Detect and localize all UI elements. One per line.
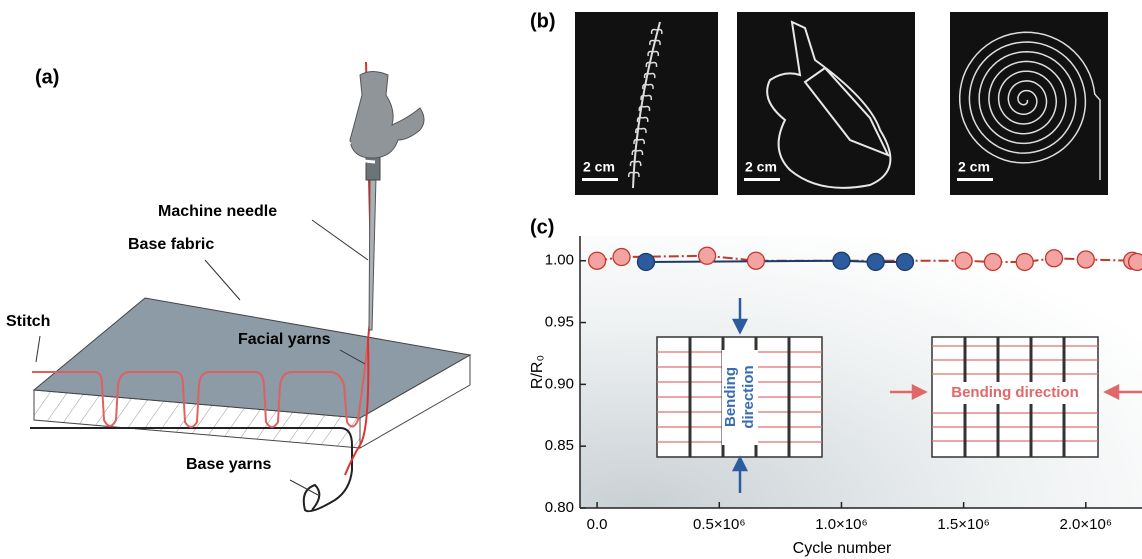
y-axis-title: R/R₀ <box>529 355 546 389</box>
data-point <box>867 253 884 270</box>
label: Machine needle <box>158 203 277 220</box>
label: Facial yarns <box>238 331 331 348</box>
data-point <box>613 249 630 266</box>
scale-bar <box>957 178 993 181</box>
x-tick-label: 0.0 <box>587 516 608 533</box>
label: Stitch <box>6 313 50 330</box>
y-tick-label: 1.00 <box>545 252 574 269</box>
y-tick-label: 0.90 <box>545 375 574 392</box>
data-point <box>833 252 850 269</box>
data-point <box>1016 253 1033 270</box>
x-tick-label: 2.0×10⁶ <box>1060 516 1112 533</box>
leader <box>312 220 368 260</box>
inset-label: Bending direction <box>951 384 1079 401</box>
figure: (a) Machine needle Base fabric Stitch Fa… <box>0 0 1142 559</box>
y-tick-label: 0.85 <box>545 437 574 454</box>
data-point <box>984 253 1001 270</box>
data-point <box>637 253 654 270</box>
x-axis-title: Cycle number <box>793 540 892 557</box>
panel-label: (a) <box>35 66 59 88</box>
x-tick-label: 1.5×10⁶ <box>937 516 989 533</box>
scale-bar <box>744 178 780 181</box>
data-point <box>747 252 764 269</box>
data-point <box>589 252 606 269</box>
label: Base fabric <box>128 236 214 253</box>
panel-a: (a) Machine needle Base fabric Stitch Fa… <box>6 62 470 511</box>
leader <box>205 260 240 300</box>
data-point <box>896 253 913 270</box>
needle <box>369 178 376 330</box>
data-point <box>955 252 972 269</box>
y-tick-label: 0.80 <box>545 499 574 516</box>
scale-label: 2 cm <box>583 159 615 175</box>
x-tick-label: 1.0×10⁶ <box>815 516 867 533</box>
series-line <box>646 261 905 262</box>
scale-label: 2 cm <box>958 159 990 175</box>
panel-label: (c) <box>530 216 554 238</box>
x-tick-label: 0.5×10⁶ <box>693 516 745 533</box>
scale-bar <box>582 178 618 181</box>
panel-c: (c) Cycle number R/R₀ Bending direction … <box>529 216 1142 557</box>
leader <box>290 480 318 495</box>
panel-b: (b) 2 cm 2 cm 2 cm <box>530 10 1108 195</box>
data-point <box>1129 253 1142 270</box>
panel-label: (b) <box>530 10 556 32</box>
needle-holder <box>350 72 424 159</box>
data-point <box>699 247 716 264</box>
data-point <box>1046 250 1063 267</box>
y-tick-label: 0.95 <box>545 314 574 331</box>
leader <box>36 336 40 362</box>
scale-label: 2 cm <box>745 159 777 175</box>
inset-label: Bending <box>722 367 739 427</box>
inset-label: direction <box>740 365 757 428</box>
label: Base yarns <box>186 456 271 473</box>
data-point <box>1077 251 1094 268</box>
